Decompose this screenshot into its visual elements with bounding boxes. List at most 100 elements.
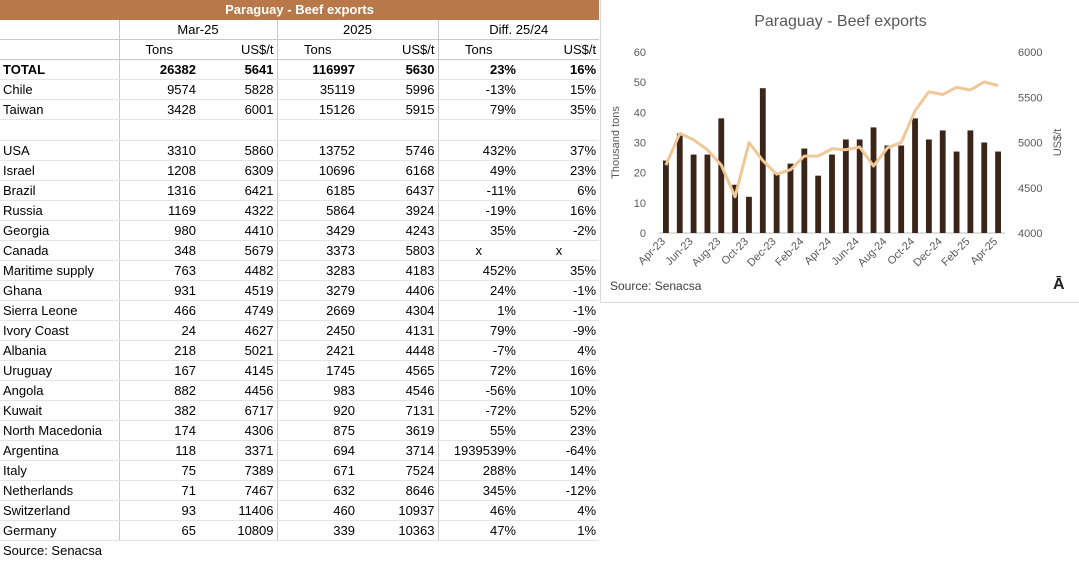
beef-exports-chart: Paraguay - Beef exports 0 10 20 30 40 50 60 400… [600,0,1079,303]
cell-diff-tons: -13% [437,79,519,100]
bar [939,130,946,233]
cell-ytd-tons: 116997 [276,59,358,80]
bar [884,145,891,233]
cell-diff-tons: 452% [437,260,519,281]
table-row: Chile 9574 5828 35119 5996 -13% 15% [0,79,600,100]
cell-diff-tons: 23% [437,59,519,80]
cell-ytd-price: 6168 [358,160,438,181]
row-label: Israel [0,160,120,181]
y2-tick-label: 4500 [1018,183,1042,195]
subheader-tons: Tons [437,39,519,60]
cell-mar25-tons: 763 [118,260,199,281]
cell-diff-tons: 288% [437,460,519,481]
cell-ytd-tons: 3279 [276,280,358,301]
row-label: Germany [0,520,120,541]
cell-diff-tons: -11% [437,180,519,201]
table-row: Ghana 931 4519 3279 4406 24% -1% [0,280,600,301]
x-tick-label: Feb-25 [939,236,972,269]
cell-diff-price: -12% [519,480,600,501]
cell-ytd-tons: 875 [276,420,358,441]
spacer-cell [519,119,600,141]
cell-mar25-tons: 466 [118,300,199,321]
bar [953,151,960,233]
cell-mar25-price: 4145 [199,360,277,381]
row-label: Angola [0,380,120,401]
cell-diff-tons: 1939539% [437,440,519,461]
subheader-price: US$/t [358,39,438,60]
table-row: Canada 348 5679 3373 5803 x x [0,240,600,261]
cell-diff-tons: 49% [437,160,519,181]
cell-diff-tons: 1% [437,300,519,321]
cell-diff-price: 35% [519,99,600,120]
cell-mar25-tons: 26382 [118,59,199,80]
cell-mar25-price: 7389 [199,460,277,481]
bar [995,151,1001,233]
cell-ytd-tons: 2669 [276,300,358,321]
cell-diff-tons: -56% [437,380,519,401]
bar [704,154,711,233]
y2-tick-label: 5500 [1018,92,1042,104]
bar [967,130,974,233]
bar [912,118,918,233]
cell-diff-tons: 24% [437,280,519,301]
cell-diff-price: x [519,240,600,261]
cell-ytd-price: 5996 [358,79,438,100]
y-tick-label: 60 [634,47,646,59]
cell-ytd-tons: 671 [276,460,358,481]
beef-exports-table: Paraguay - Beef exports Mar-25 2025 Diff… [0,0,600,541]
cell-diff-tons: 72% [437,360,519,381]
cell-mar25-price: 11406 [199,500,277,521]
spacer-cell [118,119,199,141]
cell-mar25-price: 4482 [199,260,277,281]
y2-tick-label: 4000 [1018,228,1042,240]
x-tick-label: Aug-23 [690,236,724,270]
bar [787,163,794,233]
table-row: Argentina 118 3371 694 3714 1939539% -64% [0,440,600,461]
cell-mar25-tons: 218 [118,340,199,361]
cell-diff-price: -64% [519,440,600,461]
table-row: Angola 882 4456 983 4546 -56% 10% [0,380,600,401]
x-tick-label: Dec-24 [911,236,945,270]
spacer-row [0,119,600,141]
cell-mar25-price: 5860 [199,140,277,161]
x-tick-label: Apr-23 [636,236,668,268]
row-label: Argentina [0,440,120,461]
cell-ytd-price: 5803 [358,240,438,261]
cell-ytd-tons: 632 [276,480,358,501]
cell-ytd-tons: 460 [276,500,358,521]
cell-ytd-price: 3714 [358,440,438,461]
cell-diff-price: -1% [519,300,600,321]
table-row: Sierra Leone 466 4749 2669 4304 1% -1% [0,300,600,321]
cell-mar25-tons: 75 [118,460,199,481]
spacer-cell [437,119,519,141]
cell-mar25-tons: 1208 [118,160,199,181]
cell-diff-price: 16% [519,59,600,80]
cell-ytd-tons: 3429 [276,220,358,241]
x-tick-label: Apr-25 [968,236,1000,268]
cell-ytd-tons: 694 [276,440,358,461]
cell-mar25-price: 3371 [199,440,277,461]
row-label: Ivory Coast [0,320,120,341]
table-row: Albania 218 5021 2421 4448 -7% 4% [0,340,600,361]
table-row: Switzerland 93 11406 460 10937 46% 4% [0,500,600,521]
cell-diff-price: 23% [519,160,600,181]
subheader-blank [0,39,120,60]
cell-diff-tons: -19% [437,200,519,221]
y-tick-label: 10 [634,198,646,210]
table-row: North Macedonia 174 4306 875 3619 55% 23% [0,420,600,441]
row-label: Chile [0,79,120,100]
header-diff: Diff. 25/24 [437,20,600,40]
cell-ytd-price: 6437 [358,180,438,201]
bar [981,142,988,233]
cell-mar25-tons: 9574 [118,79,199,100]
bar [676,133,683,233]
cell-mar25-price: 4306 [199,420,277,441]
cell-mar25-tons: 348 [118,240,199,261]
cell-diff-tons: 79% [437,320,519,341]
y2-axis-title: US$/t [1052,129,1064,157]
bar [732,184,739,233]
bar [842,139,849,233]
bar [690,154,697,233]
cell-ytd-tons: 983 [276,380,358,401]
row-label: Brazil [0,180,120,201]
